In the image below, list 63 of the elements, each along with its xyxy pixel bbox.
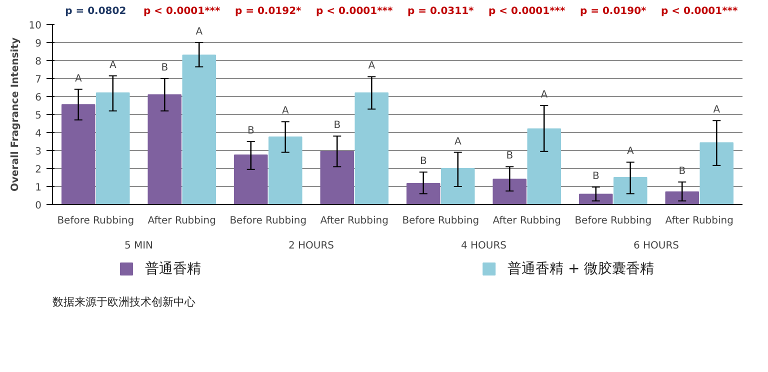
bar: [527, 128, 562, 204]
bar: [492, 178, 527, 204]
bar: [578, 194, 613, 204]
y-tick-label: 2: [35, 164, 42, 176]
data-label: A: [713, 104, 720, 116]
text: p < 0.0001***: [143, 6, 222, 17]
bar: [182, 54, 216, 204]
y-tick-label: 9: [35, 38, 42, 50]
x-tick-label: After Rubbing: [492, 216, 561, 226]
y-tick-label: 6: [35, 92, 42, 104]
x-tick-label: Before Rubbing: [402, 216, 480, 226]
bar: [61, 104, 96, 204]
bar: [665, 191, 700, 204]
data-label: B: [592, 171, 600, 182]
data-label: A: [109, 60, 116, 71]
text: 2 HOURS: [288, 240, 334, 252]
bar: [613, 177, 648, 204]
data-label: A: [368, 60, 376, 72]
data-label: B: [678, 166, 686, 177]
text: p = 0.0190*: [580, 6, 648, 17]
data-label: B: [161, 62, 168, 74]
text: 5 MIN: [124, 240, 154, 252]
text: p = 0.0802: [65, 6, 126, 17]
bar: [148, 94, 182, 204]
bar: [268, 136, 302, 204]
y-tick-label: 4: [35, 128, 42, 140]
legend-label: 普通香精: [145, 260, 201, 277]
legend-label: 普通香精 + 微胶囊香精: [508, 260, 654, 277]
data-label: A: [454, 136, 462, 148]
x-tick-label: After Rubbing: [148, 216, 216, 226]
y-tick-label: 7: [35, 74, 42, 86]
text: p = 0.0192*: [234, 6, 302, 17]
y-tick-label: 0: [35, 200, 42, 212]
bar: [354, 92, 389, 204]
x-tick-label: Before Rubbing: [230, 216, 307, 226]
data-label: B: [334, 120, 341, 132]
bar: [320, 150, 354, 204]
bar: [700, 142, 734, 204]
y-tick-label: 5: [35, 110, 42, 122]
bar: [234, 154, 268, 204]
y-axis-title: Overall Fragrance Intensity: [10, 37, 21, 192]
y-tick-label: 1: [35, 182, 42, 194]
text: 4 HOURS: [460, 240, 507, 252]
bar: [96, 92, 130, 204]
data-label: A: [196, 26, 203, 38]
y-tick-label: 3: [35, 146, 42, 158]
text: p < 0.0001***: [488, 6, 566, 17]
text: p < 0.0001***: [316, 6, 394, 17]
text: 6 HOURS: [633, 240, 680, 252]
text: 数据来源于欧洲技术创新中心: [52, 296, 196, 309]
data-label: A: [282, 106, 289, 117]
x-tick-label: Before Rubbing: [574, 216, 652, 226]
bar: [406, 182, 440, 204]
text: p < 0.0001***: [660, 6, 739, 17]
data-label: B: [506, 150, 514, 162]
y-tick-label: 8: [35, 56, 42, 68]
text: p = 0.0311*: [407, 6, 475, 17]
x-tick-label: After Rubbing: [320, 216, 388, 226]
y-tick-label: 10: [28, 20, 42, 32]
data-label: B: [420, 156, 427, 168]
x-tick-label: After Rubbing: [665, 216, 734, 226]
x-tick-label: Before Rubbing: [57, 216, 134, 226]
bar: [440, 168, 475, 204]
